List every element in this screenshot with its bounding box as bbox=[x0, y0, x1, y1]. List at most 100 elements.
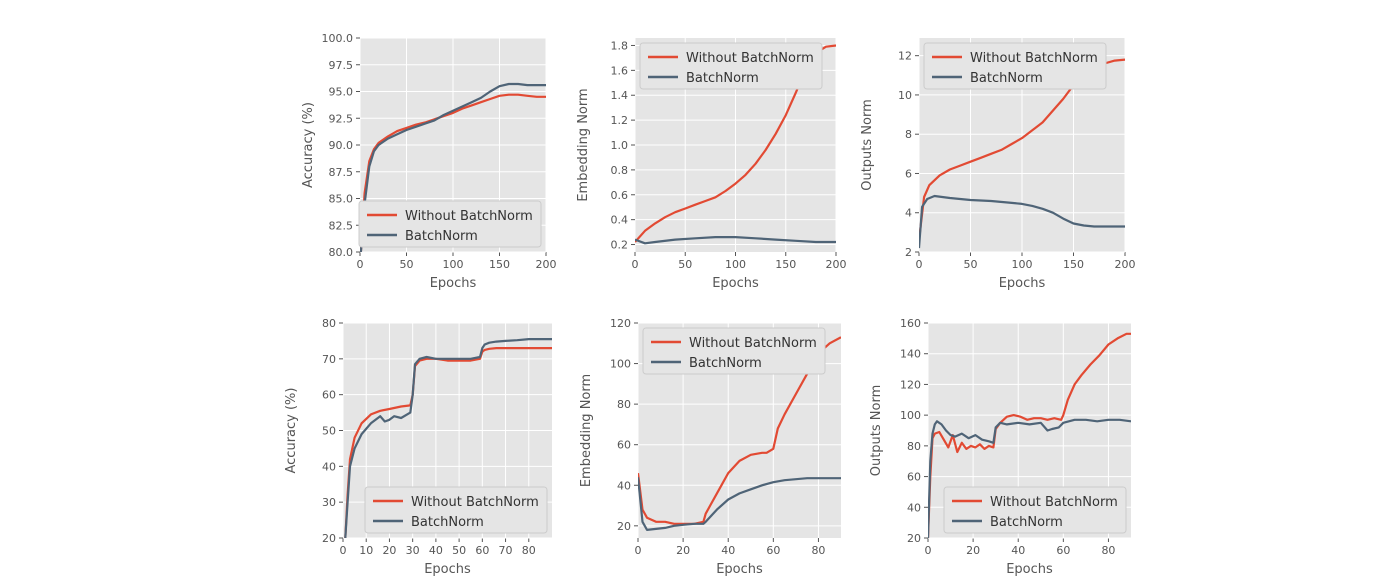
y-tick-label: 100.0 bbox=[322, 32, 354, 45]
y-tick-label: 1.8 bbox=[611, 39, 629, 52]
legend-label: Without BatchNorm bbox=[990, 495, 1118, 510]
y-tick-label: 6 bbox=[905, 167, 912, 180]
legend: Without BatchNorm BatchNorm bbox=[642, 327, 826, 375]
legend-box bbox=[923, 42, 1107, 90]
x-tick-label: 0 bbox=[925, 544, 932, 557]
x-tick-label: 40 bbox=[1011, 544, 1025, 557]
x-tick-label: 30 bbox=[406, 544, 420, 557]
x-tick-label: 200 bbox=[536, 258, 557, 271]
x-tick-label: 60 bbox=[1056, 544, 1070, 557]
legend: Without BatchNorm BatchNorm bbox=[639, 42, 823, 90]
y-tick-label: 82.5 bbox=[329, 219, 354, 232]
x-tick-label: 50 bbox=[400, 258, 414, 271]
series-line-batchnorm bbox=[344, 338, 552, 538]
x-tick-label: 150 bbox=[1063, 258, 1084, 271]
y-tick-label: 40 bbox=[322, 460, 336, 473]
legend-box bbox=[364, 486, 548, 534]
y-tick-label: 92.5 bbox=[329, 112, 354, 125]
x-tick-label: 40 bbox=[429, 544, 443, 557]
y-tick-label: 90.0 bbox=[329, 139, 354, 152]
legend: Without BatchNorm BatchNorm bbox=[943, 486, 1127, 534]
chart-panel-1: 0 50 100 150 200 80.0 82.5 85.0 87.5 90.0 92.5 95.0… bbox=[301, 32, 557, 291]
legend-box bbox=[943, 486, 1127, 534]
y-tick-label: 60 bbox=[617, 439, 631, 452]
y-tick-label: 40 bbox=[617, 479, 631, 492]
y-tick-label: 140 bbox=[900, 348, 921, 361]
series-line-without-batchnorm bbox=[638, 336, 841, 525]
y-tick-label: 12 bbox=[898, 50, 912, 63]
x-tick-label: 150 bbox=[775, 258, 796, 271]
legend-label: Without BatchNorm bbox=[405, 209, 533, 224]
x-tick-label: 0 bbox=[916, 258, 923, 271]
x-axis-label: Epochs bbox=[716, 562, 763, 577]
legend-label: BatchNorm bbox=[405, 229, 478, 244]
y-tick-label: 1.0 bbox=[611, 139, 629, 152]
y-tick-label: 1.2 bbox=[611, 114, 629, 127]
y-tick-label: 160 bbox=[900, 317, 921, 330]
x-tick-label: 100 bbox=[443, 258, 464, 271]
y-tick-label: 2 bbox=[905, 246, 912, 259]
legend: Without BatchNorm BatchNorm bbox=[358, 200, 542, 248]
x-tick-label: 80 bbox=[522, 544, 536, 557]
y-tick-label: 50 bbox=[322, 425, 336, 438]
y-tick-label: 20 bbox=[907, 532, 921, 545]
x-axis-label: Epochs bbox=[430, 276, 477, 291]
legend-label: Without BatchNorm bbox=[970, 51, 1098, 66]
legend-label: BatchNorm bbox=[689, 356, 762, 371]
y-tick-label: 0.4 bbox=[611, 214, 629, 227]
y-tick-label: 100 bbox=[610, 358, 631, 371]
legend: Without BatchNorm BatchNorm bbox=[364, 486, 548, 534]
x-tick-label: 20 bbox=[676, 544, 690, 557]
legend-label: BatchNorm bbox=[686, 71, 759, 86]
y-axis-label: Embedding Norm bbox=[576, 88, 591, 201]
x-tick-label: 10 bbox=[359, 544, 373, 557]
legend: Without BatchNorm BatchNorm bbox=[923, 42, 1107, 90]
y-axis-label: Outputs Norm bbox=[869, 385, 884, 477]
chart-panel-4: 0 10 20 30 40 50 60 70 80 20 30 40 50 60 70 80 Epochs Acc… bbox=[284, 317, 552, 577]
y-tick-label: 80.0 bbox=[329, 246, 354, 259]
x-axis-label: Epochs bbox=[712, 276, 759, 291]
y-tick-label: 70 bbox=[322, 353, 336, 366]
y-tick-label: 8 bbox=[905, 128, 912, 141]
y-tick-label: 1.4 bbox=[611, 89, 629, 102]
series-line-batchnorm bbox=[635, 236, 836, 245]
x-tick-label: 80 bbox=[1101, 544, 1115, 557]
x-tick-label: 70 bbox=[499, 544, 513, 557]
x-tick-label: 50 bbox=[964, 258, 978, 271]
series-line-batchnorm bbox=[360, 82, 546, 252]
series-line-without-batchnorm bbox=[928, 332, 1131, 538]
y-tick-label: 10 bbox=[898, 89, 912, 102]
y-tick-label: 60 bbox=[907, 471, 921, 484]
y-tick-label: 80 bbox=[617, 398, 631, 411]
x-tick-label: 80 bbox=[811, 544, 825, 557]
chart-panel-6: 0 20 40 60 80 20 40 60 80 100 120 140 160 Epochs Outpu… bbox=[869, 317, 1131, 577]
x-tick-label: 0 bbox=[340, 544, 347, 557]
x-tick-label: 50 bbox=[678, 258, 692, 271]
x-axis-label: Epochs bbox=[1006, 562, 1053, 577]
y-axis-label: Accuracy (%) bbox=[301, 102, 316, 188]
y-tick-label: 0.6 bbox=[611, 189, 629, 202]
x-tick-label: 0 bbox=[635, 544, 642, 557]
y-tick-label: 100 bbox=[900, 409, 921, 422]
x-tick-label: 150 bbox=[489, 258, 510, 271]
legend-box bbox=[642, 327, 826, 375]
y-tick-label: 0.2 bbox=[611, 239, 629, 252]
y-tick-label: 40 bbox=[907, 501, 921, 514]
y-tick-label: 20 bbox=[617, 520, 631, 533]
chart-panel-5: 0 20 40 60 80 20 40 60 80 100 120 Epochs Embedding N… bbox=[579, 317, 841, 577]
y-tick-label: 80 bbox=[322, 317, 336, 330]
y-axis-label: Outputs Norm bbox=[860, 99, 875, 191]
series-line-batchnorm bbox=[919, 194, 1125, 249]
series-line-batchnorm bbox=[928, 418, 1131, 538]
x-tick-label: 50 bbox=[452, 544, 466, 557]
y-tick-label: 0.8 bbox=[611, 164, 629, 177]
y-axis-label: Embedding Norm bbox=[579, 374, 594, 487]
y-tick-label: 20 bbox=[322, 532, 336, 545]
y-tick-label: 120 bbox=[900, 378, 921, 391]
legend-box bbox=[358, 200, 542, 248]
x-tick-label: 0 bbox=[632, 258, 639, 271]
x-axis-label: Epochs bbox=[424, 562, 471, 577]
y-tick-label: 120 bbox=[610, 317, 631, 330]
legend-label: Without BatchNorm bbox=[411, 495, 539, 510]
